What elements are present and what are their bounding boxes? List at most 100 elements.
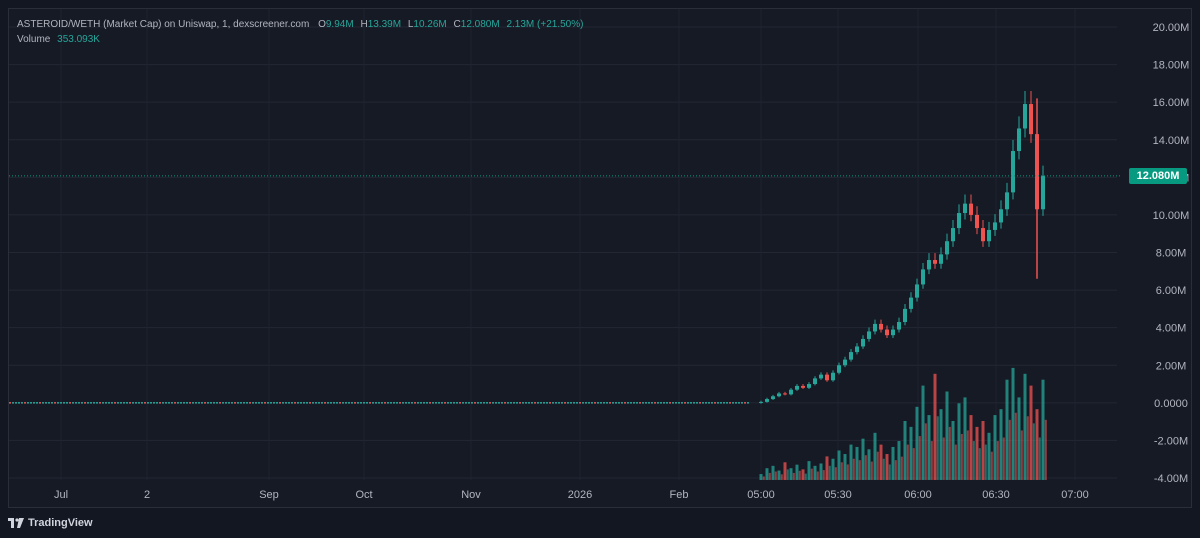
x-tick-label: 05:00	[747, 489, 775, 501]
open-value: 9.94M	[325, 19, 354, 30]
volume-bar	[804, 473, 807, 480]
volume-bar	[894, 460, 897, 480]
volume-bar	[984, 444, 987, 480]
candles	[759, 90, 1045, 404]
volume-bar	[999, 409, 1003, 480]
volume-bar	[993, 415, 997, 480]
volume-bar	[837, 450, 841, 480]
tradingview-logo[interactable]: TradingView	[8, 517, 93, 529]
y-tick-label: 0.0000	[1154, 398, 1188, 410]
grid-lines	[9, 9, 1117, 480]
chart-panel[interactable]: 20.00M18.00M16.00M14.00M12.00M10.00M8.00…	[8, 8, 1192, 508]
volume-bar	[1005, 379, 1009, 480]
x-tick-label: Sep	[259, 489, 279, 501]
volume-bar	[909, 426, 913, 480]
volume-label: Volume	[17, 34, 51, 45]
volume-bar	[771, 465, 775, 480]
price-chart[interactable]: 20.00M18.00M16.00M14.00M12.00M10.00M8.00…	[9, 9, 1192, 508]
volume-bar	[768, 472, 771, 480]
tradingview-label: TradingView	[28, 517, 93, 529]
candle-body	[999, 209, 1003, 223]
volume-bar	[903, 421, 907, 480]
candle-body	[843, 359, 847, 366]
volume-bar	[762, 476, 765, 480]
candle-body	[831, 372, 835, 381]
candle-body	[795, 385, 799, 390]
candle-body	[963, 203, 967, 214]
volume-bar	[819, 463, 823, 480]
volume-bar	[777, 470, 781, 480]
volume-value: 353.093K	[57, 34, 100, 45]
volume-bar	[1011, 367, 1015, 480]
volume-bar	[912, 448, 915, 480]
volume-bar	[813, 465, 817, 480]
volume-bar	[987, 432, 991, 480]
volume-bar	[891, 446, 895, 480]
volume-bar	[825, 456, 829, 480]
volume-bar	[927, 415, 931, 480]
candle-body	[921, 269, 925, 285]
volume-bar	[828, 465, 831, 480]
volume-bar	[831, 458, 835, 480]
volume-bar	[1008, 419, 1011, 480]
candle-body	[957, 213, 961, 229]
volume-bar	[801, 469, 805, 480]
volume-bar	[1032, 423, 1035, 480]
candle-body	[891, 329, 895, 336]
y-axis-labels: 20.00M18.00M16.00M14.00M12.00M10.00M8.00…	[1153, 22, 1190, 485]
volume-bar	[933, 373, 937, 480]
volume-bar	[951, 421, 955, 480]
y-tick-label: 20.00M	[1153, 22, 1190, 34]
candle-body	[1029, 104, 1033, 135]
volume-bar	[852, 458, 855, 480]
volume-bar	[885, 454, 889, 480]
chart-legend: ASTEROID/WETH (Market Cap) on Uniswap, 1…	[17, 17, 583, 47]
volume-bar	[939, 409, 943, 480]
volume-bar	[918, 436, 921, 480]
volume-bar	[810, 468, 813, 480]
volume-bar	[786, 469, 789, 480]
candle-body	[975, 214, 979, 229]
volume-bar	[876, 451, 879, 480]
legend-volume-row: Volume 353.093K	[17, 32, 583, 47]
volume-bar	[807, 461, 811, 480]
x-tick-label: Feb	[670, 489, 689, 501]
volume-bar	[879, 444, 883, 480]
candle-body	[789, 389, 793, 395]
candle-body	[771, 396, 775, 400]
volume-bar	[849, 444, 853, 480]
candle-body	[897, 322, 901, 330]
volume-bar	[855, 446, 859, 480]
candle-body	[759, 401, 763, 403]
candle-body	[885, 329, 889, 336]
candle-body	[837, 365, 841, 373]
candle-body	[909, 297, 913, 309]
candle-body	[1017, 128, 1021, 152]
volume-bar	[1029, 385, 1033, 480]
volume-bar	[972, 441, 975, 480]
volume-bar	[759, 474, 763, 480]
volume-bar	[963, 397, 967, 480]
volume-bar	[981, 421, 985, 480]
y-tick-label: -2.00M	[1154, 435, 1188, 447]
volume-bar	[843, 454, 847, 480]
candle-body	[873, 323, 877, 332]
open-label: O	[318, 19, 326, 30]
volume-bar	[792, 472, 795, 480]
volume-bar	[864, 455, 867, 480]
volume-bar	[1014, 412, 1017, 480]
candle-body	[927, 260, 931, 270]
y-tick-label: 6.00M	[1156, 285, 1187, 297]
x-axis-labels: Jul 2 Sep Oct Nov 2026 Feb 05:00 05:30 06:00 06:30…	[54, 489, 1089, 501]
volume-bar	[990, 451, 993, 480]
close-value: 12.080M	[460, 19, 500, 30]
volume-bar	[873, 432, 877, 480]
volume-bar	[846, 464, 849, 480]
x-tick-label: 2026	[568, 489, 592, 501]
x-tick-label: 06:00	[904, 489, 932, 501]
volume-bar	[834, 467, 837, 480]
close-label: C	[453, 19, 461, 30]
candle-body	[879, 323, 883, 330]
volume-bar	[858, 460, 861, 480]
volume-bar	[870, 461, 873, 480]
